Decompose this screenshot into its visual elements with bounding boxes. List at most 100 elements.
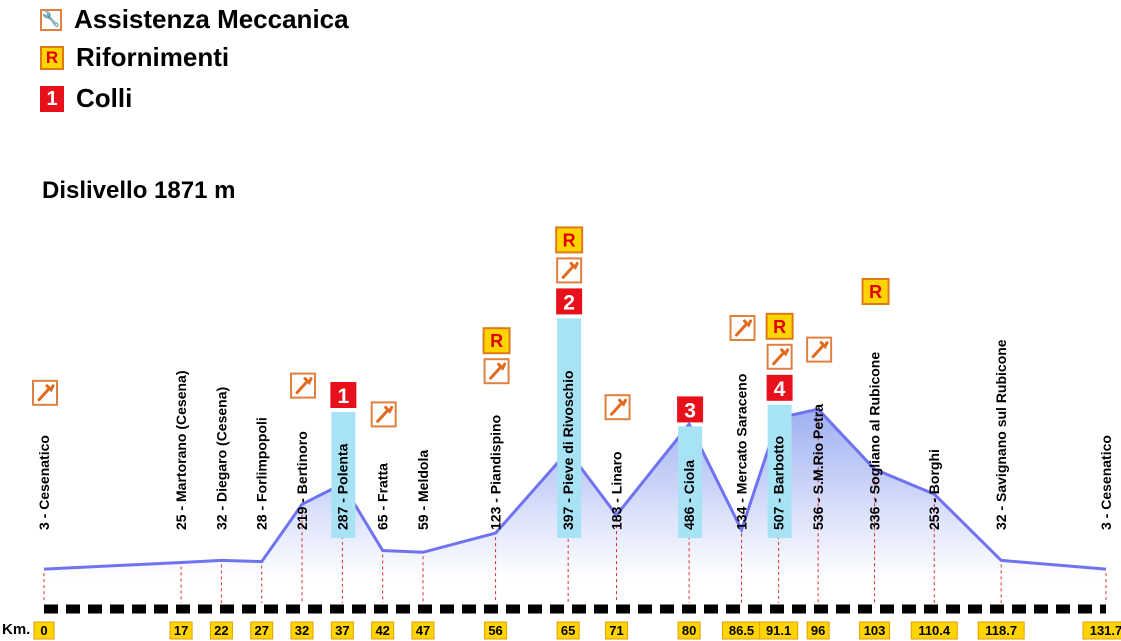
km-value: 131.7	[1090, 623, 1121, 638]
km-box	[677, 621, 701, 640]
km-marker: 86.5	[722, 621, 762, 640]
waypoint-label: 28 - Forlimpopoli	[254, 417, 270, 530]
km-axis-title: Km.	[2, 621, 31, 638]
km-value: 118.7	[985, 623, 1017, 638]
km-value: 42	[375, 623, 389, 638]
elevation-gain-label: Dislivello 1871 m	[42, 177, 236, 204]
wrench-glyph	[811, 341, 829, 359]
km-value: 27	[254, 623, 268, 638]
waypoint-label: 253 - Borghi	[926, 449, 942, 530]
km-marker: 42	[371, 621, 395, 640]
legend-item-rifornimenti: R Rifornimenti	[40, 42, 229, 73]
wrench-icon	[766, 343, 793, 370]
km-value: 91.1	[766, 623, 791, 638]
waypoint-label: 123 - Piandispino	[488, 415, 504, 530]
legend-item-assistenza: 🔧 Assistenza Meccanica	[40, 4, 349, 35]
waypoint-label: 287 - Polenta	[334, 443, 350, 530]
legend-item-colli: 1 Colli	[40, 83, 132, 114]
climb-number: 4	[774, 378, 786, 401]
km-value: 17	[174, 623, 188, 638]
km-value: 0	[40, 623, 47, 638]
km-marker: 71	[605, 621, 629, 640]
waypoint-label: 59 - Meldola	[415, 450, 431, 530]
legend-label-rifornimenti: Rifornimenti	[76, 42, 230, 72]
km-box	[330, 621, 354, 640]
km-value: 80	[682, 623, 696, 638]
km-box	[910, 621, 958, 640]
waypoint-label: 219 - Bertinoro	[294, 431, 310, 530]
km-box	[169, 621, 193, 640]
waypoint-label: 336 - Sogliano al Rubicone	[867, 352, 883, 530]
climb-number-icon	[556, 288, 583, 315]
climb-label-bg	[678, 426, 703, 538]
km-marker: 80	[677, 621, 701, 640]
km-box	[977, 621, 1025, 640]
climb-number: 2	[563, 291, 575, 314]
waypoint-label: 183 - Linaro	[609, 451, 625, 530]
climb-number: 3	[684, 399, 696, 422]
legend-label-assistenza: Assistenza Meccanica	[74, 4, 349, 34]
waypoint-label: 25 - Martorano (Cesena)	[173, 371, 189, 530]
km-value: 65	[561, 623, 575, 638]
km-box	[250, 621, 274, 640]
km-value: 37	[335, 623, 349, 638]
km-value: 47	[416, 623, 430, 638]
climb-label-bg	[767, 404, 792, 538]
waypoint-label: 397 - Pieve di Rivoschio	[560, 370, 576, 530]
km-marker: 47	[411, 621, 435, 640]
refuel-icon	[482, 327, 511, 355]
refuel-icon: R	[40, 45, 64, 70]
wrench-icon	[556, 257, 583, 284]
km-marker: 118.7	[977, 621, 1025, 640]
km-marker: 103	[859, 621, 891, 640]
km-value: 71	[609, 623, 623, 638]
wrench-glyph	[561, 261, 579, 279]
refuel-letter: R	[773, 317, 786, 337]
km-value: 56	[488, 623, 502, 638]
km-marker: 17	[169, 621, 193, 640]
km-marker: 32	[290, 621, 314, 640]
wrench-glyph	[489, 362, 507, 380]
climb-number-icon	[677, 396, 704, 423]
km-box	[1082, 621, 1121, 640]
km-marker: 131.7	[1082, 621, 1121, 640]
km-marker: 27	[250, 621, 274, 640]
waypoint-label: 507 - Barbotto	[771, 436, 787, 530]
km-marker: 96	[806, 621, 830, 640]
km-box	[33, 621, 55, 640]
legend-label-colli: Colli	[76, 83, 133, 113]
km-box	[859, 621, 891, 640]
km-box	[290, 621, 314, 640]
km-value: 22	[214, 623, 228, 638]
km-marker: 56	[484, 621, 508, 640]
km-value: 103	[864, 623, 886, 638]
waypoint-label: 32 - Savignano sul Rubicone	[993, 339, 1009, 530]
wrench-glyph	[295, 377, 313, 395]
climb-number-icon	[330, 382, 357, 408]
refuel-icon	[765, 312, 794, 340]
wrench-glyph	[735, 319, 753, 337]
waypoint-label: 3 - Cesenatico	[36, 435, 52, 530]
climb-label-bg	[331, 412, 356, 538]
refuel-icon	[555, 226, 584, 254]
climb-icon: 1	[40, 85, 64, 112]
km-box	[484, 621, 508, 640]
km-box	[806, 621, 830, 640]
km-value: 86.5	[729, 623, 754, 638]
km-marker: 65	[556, 621, 580, 640]
wrench-glyph	[772, 348, 790, 366]
km-value: 110.4	[918, 623, 951, 638]
km-value: 96	[811, 623, 825, 638]
km-box	[209, 621, 233, 640]
waypoint-label: 65 - Fratta	[375, 463, 391, 530]
refuel-letter: R	[869, 282, 882, 302]
waypoint-label: 3 - Cesenatico	[1098, 435, 1114, 530]
km-marker: 91.1	[759, 621, 799, 640]
km-box	[759, 621, 799, 640]
wrench-icon: 🔧	[40, 8, 62, 31]
km-marker: 110.4	[910, 621, 958, 640]
waypoint-label: 536 - S.M.Rio Petra	[810, 404, 826, 530]
refuel-icon	[861, 278, 890, 305]
km-box	[371, 621, 395, 640]
